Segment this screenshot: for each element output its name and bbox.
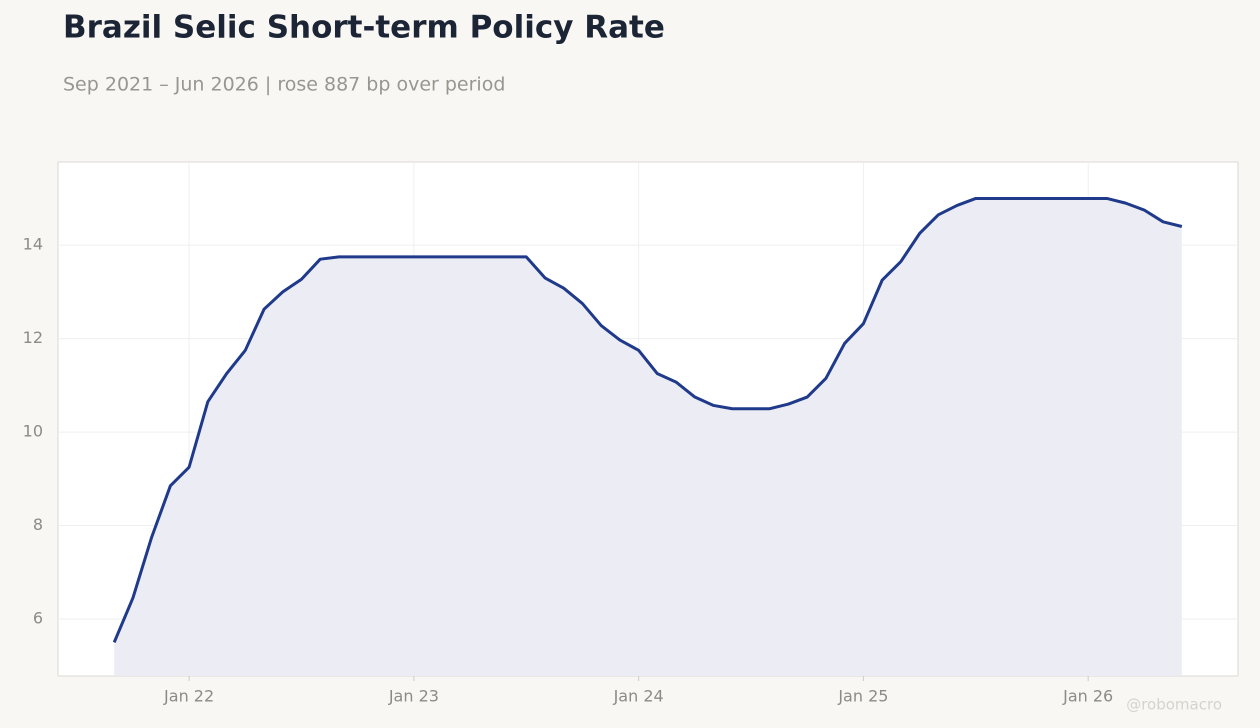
- area: [114, 198, 1182, 676]
- line: [112, 196, 1183, 643]
- watermark: @robomacro: [1126, 696, 1222, 714]
- x-tick-label: Jan 25: [837, 687, 888, 706]
- y-tick-label: 6: [33, 608, 43, 627]
- x-tick-label: Jan 24: [613, 687, 664, 706]
- x-tick-label: Jan 26: [1062, 687, 1113, 706]
- x-tick-label: Jan 22: [163, 687, 214, 706]
- y-tick-label: 12: [23, 328, 43, 347]
- x-tick-label: Jan 23: [388, 687, 439, 706]
- y-tick-label: 8: [33, 515, 43, 534]
- chart-title: Brazil Selic Short-term Policy Rate: [63, 10, 665, 46]
- y-tick-label: 14: [23, 235, 43, 254]
- y-tick-label: 10: [23, 422, 43, 441]
- chart-subtitle: Sep 2021 – Jun 2026 | rose 887 bp over p…: [63, 74, 505, 96]
